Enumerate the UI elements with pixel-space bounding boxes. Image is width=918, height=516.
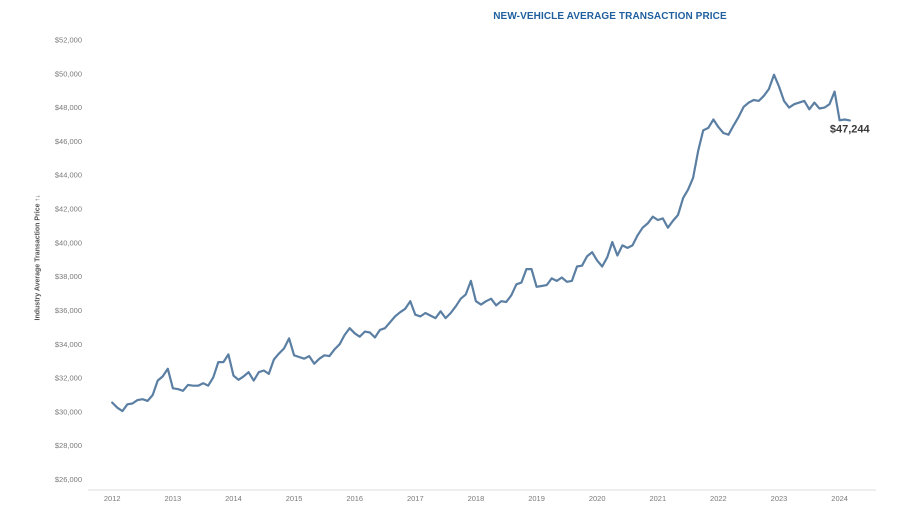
y-tick-label: $52,000 — [55, 36, 82, 45]
x-tick-label: 2021 — [649, 494, 666, 503]
x-tick-label: 2013 — [165, 494, 182, 503]
y-tick-label: $28,000 — [55, 441, 82, 450]
x-tick-label: 2020 — [589, 494, 606, 503]
series-group — [111, 73, 851, 413]
x-tick-label: 2016 — [346, 494, 363, 503]
x-tick-label: 2023 — [771, 494, 788, 503]
y-tick-label: $40,000 — [55, 238, 82, 247]
y-tick-label: $34,000 — [55, 340, 82, 349]
end-value-label: $47,244 — [830, 123, 871, 135]
y-tick-label: $46,000 — [55, 137, 82, 146]
chart-title: NEW-VEHICLE AVERAGE TRANSACTION PRICE — [493, 11, 727, 22]
y-tick-label: $36,000 — [55, 306, 82, 315]
x-tick-label: 2014 — [225, 494, 242, 503]
y-tick-label: $42,000 — [55, 205, 82, 214]
x-tick-label: 2015 — [286, 494, 303, 503]
x-axis-ticks: 2012 2013 2014 2015 2016 2017 2018 2019 2020 2021… — [104, 494, 848, 503]
y-tick-label: $32,000 — [55, 374, 82, 383]
x-tick-label: 2022 — [710, 494, 727, 503]
x-tick-label: 2012 — [104, 494, 121, 503]
y-tick-label: $38,000 — [55, 272, 82, 281]
x-tick-label: 2018 — [468, 494, 485, 503]
y-axis-ticks: $26,000 $28,000 $30,000 $32,000 $34,000 $36,0… — [55, 36, 82, 485]
y-tick-label: $48,000 — [55, 103, 82, 112]
y-tick-label: $30,000 — [55, 407, 82, 416]
x-tick-label: 2017 — [407, 494, 424, 503]
y-tick-label: $26,000 — [55, 475, 82, 484]
x-tick-label: 2024 — [831, 494, 848, 503]
y-tick-label: $44,000 — [55, 171, 82, 180]
y-tick-label: $50,000 — [55, 69, 82, 78]
series-line — [111, 73, 851, 413]
x-tick-label: 2019 — [528, 494, 545, 503]
